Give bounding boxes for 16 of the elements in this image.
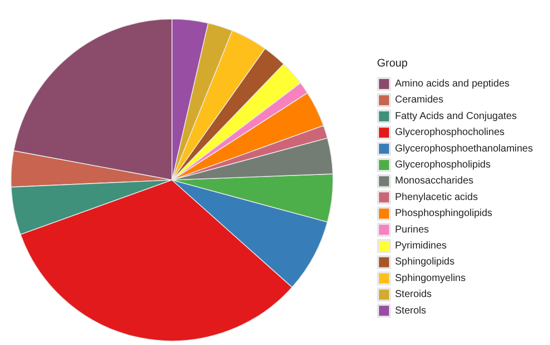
legend-label: Pyrimidines bbox=[395, 240, 447, 252]
legend-label: Glycerophosphocholines bbox=[395, 127, 505, 138]
legend-label: Sphingolipids bbox=[395, 256, 454, 268]
legend-label: Ceramides bbox=[395, 94, 444, 106]
legend-label: Sterols bbox=[395, 305, 426, 316]
legend-label: Glycerophospholipids bbox=[395, 160, 491, 170]
legend-label: Steroids bbox=[395, 289, 432, 300]
legend-label: Sphingomyelins bbox=[395, 272, 466, 284]
legend-label: Phosphosphingolipids bbox=[395, 208, 492, 220]
legend-label: Purines bbox=[395, 224, 429, 236]
legend-label: Monosaccharides bbox=[395, 176, 474, 187]
legend-label: Glycerophosphoethanolamines bbox=[395, 143, 533, 154]
legend-label: Amino acids and peptides bbox=[395, 78, 510, 90]
legend-label: Phenylacetic acids bbox=[395, 192, 478, 203]
legend-label: Fatty Acids and Conjugates bbox=[395, 110, 517, 122]
legend-title: Group bbox=[377, 58, 408, 70]
